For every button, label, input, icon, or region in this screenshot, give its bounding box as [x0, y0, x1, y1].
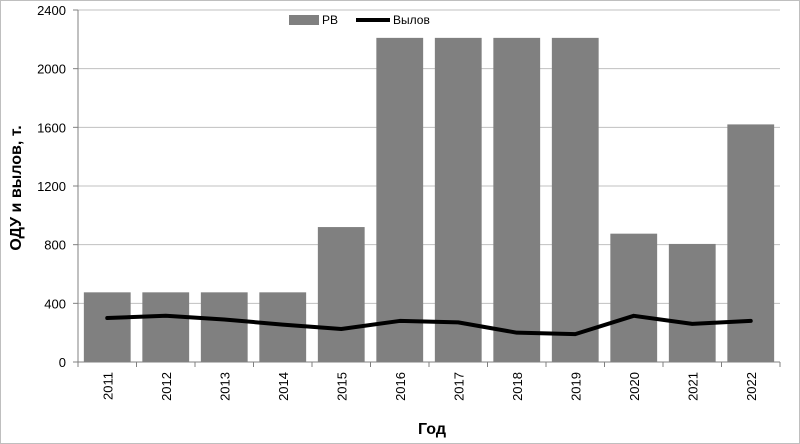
axes: 0 400 800 1200 1600 2000 2400 2011 2012 2013 2014 2…	[37, 3, 781, 401]
y-tick-label-2000: 2000	[37, 62, 66, 77]
bar-2011	[83, 292, 131, 362]
x-tick-label-2011: 2011	[100, 372, 115, 400]
x-tick-label-2021: 2021	[685, 372, 700, 401]
y-tick-label-2400: 2400	[37, 3, 66, 18]
legend: РВ Вылов	[289, 13, 430, 27]
y-tick-label-1200: 1200	[37, 179, 66, 194]
legend-swatch-bar	[289, 15, 319, 25]
grid	[78, 9, 780, 304]
y-tick-label-1600: 1600	[37, 120, 66, 135]
bar-2013	[200, 292, 248, 362]
bar-2022	[727, 124, 775, 363]
x-tick-label-2012: 2012	[159, 372, 174, 401]
x-tick-label-2017: 2017	[451, 372, 466, 401]
bar-2012	[142, 292, 190, 362]
y-tick-label-0: 0	[59, 355, 66, 370]
bar-2020	[610, 233, 658, 362]
bar-2017	[434, 37, 482, 362]
bar-2021	[668, 243, 716, 362]
x-tick-label-2019: 2019	[568, 372, 583, 401]
x-tick-label-2015: 2015	[334, 372, 349, 401]
x-tick-label-2020: 2020	[627, 372, 642, 401]
x-tick-label-2014: 2014	[276, 372, 291, 401]
legend-label-line: Вылов	[393, 13, 430, 27]
bar-2016	[376, 37, 424, 362]
y-tick-label-400: 400	[44, 296, 66, 311]
x-axis-title: Год	[418, 421, 446, 438]
x-tick-label-2016: 2016	[393, 372, 408, 401]
x-tick-label-2013: 2013	[217, 372, 232, 401]
x-tick-label-2018: 2018	[510, 372, 525, 401]
legend-label-bar: РВ	[322, 13, 338, 27]
bar-2019	[551, 37, 599, 362]
y-axis-title: ОДУ и вылов, т.	[8, 125, 25, 250]
bar-2015	[317, 227, 365, 362]
x-tick-label-2022: 2022	[744, 372, 759, 401]
bar-series	[83, 37, 775, 363]
line-series	[105, 313, 753, 337]
bar-2018	[493, 37, 541, 362]
line-Вылов	[105, 313, 753, 337]
y-tick-label-800: 800	[44, 238, 66, 253]
